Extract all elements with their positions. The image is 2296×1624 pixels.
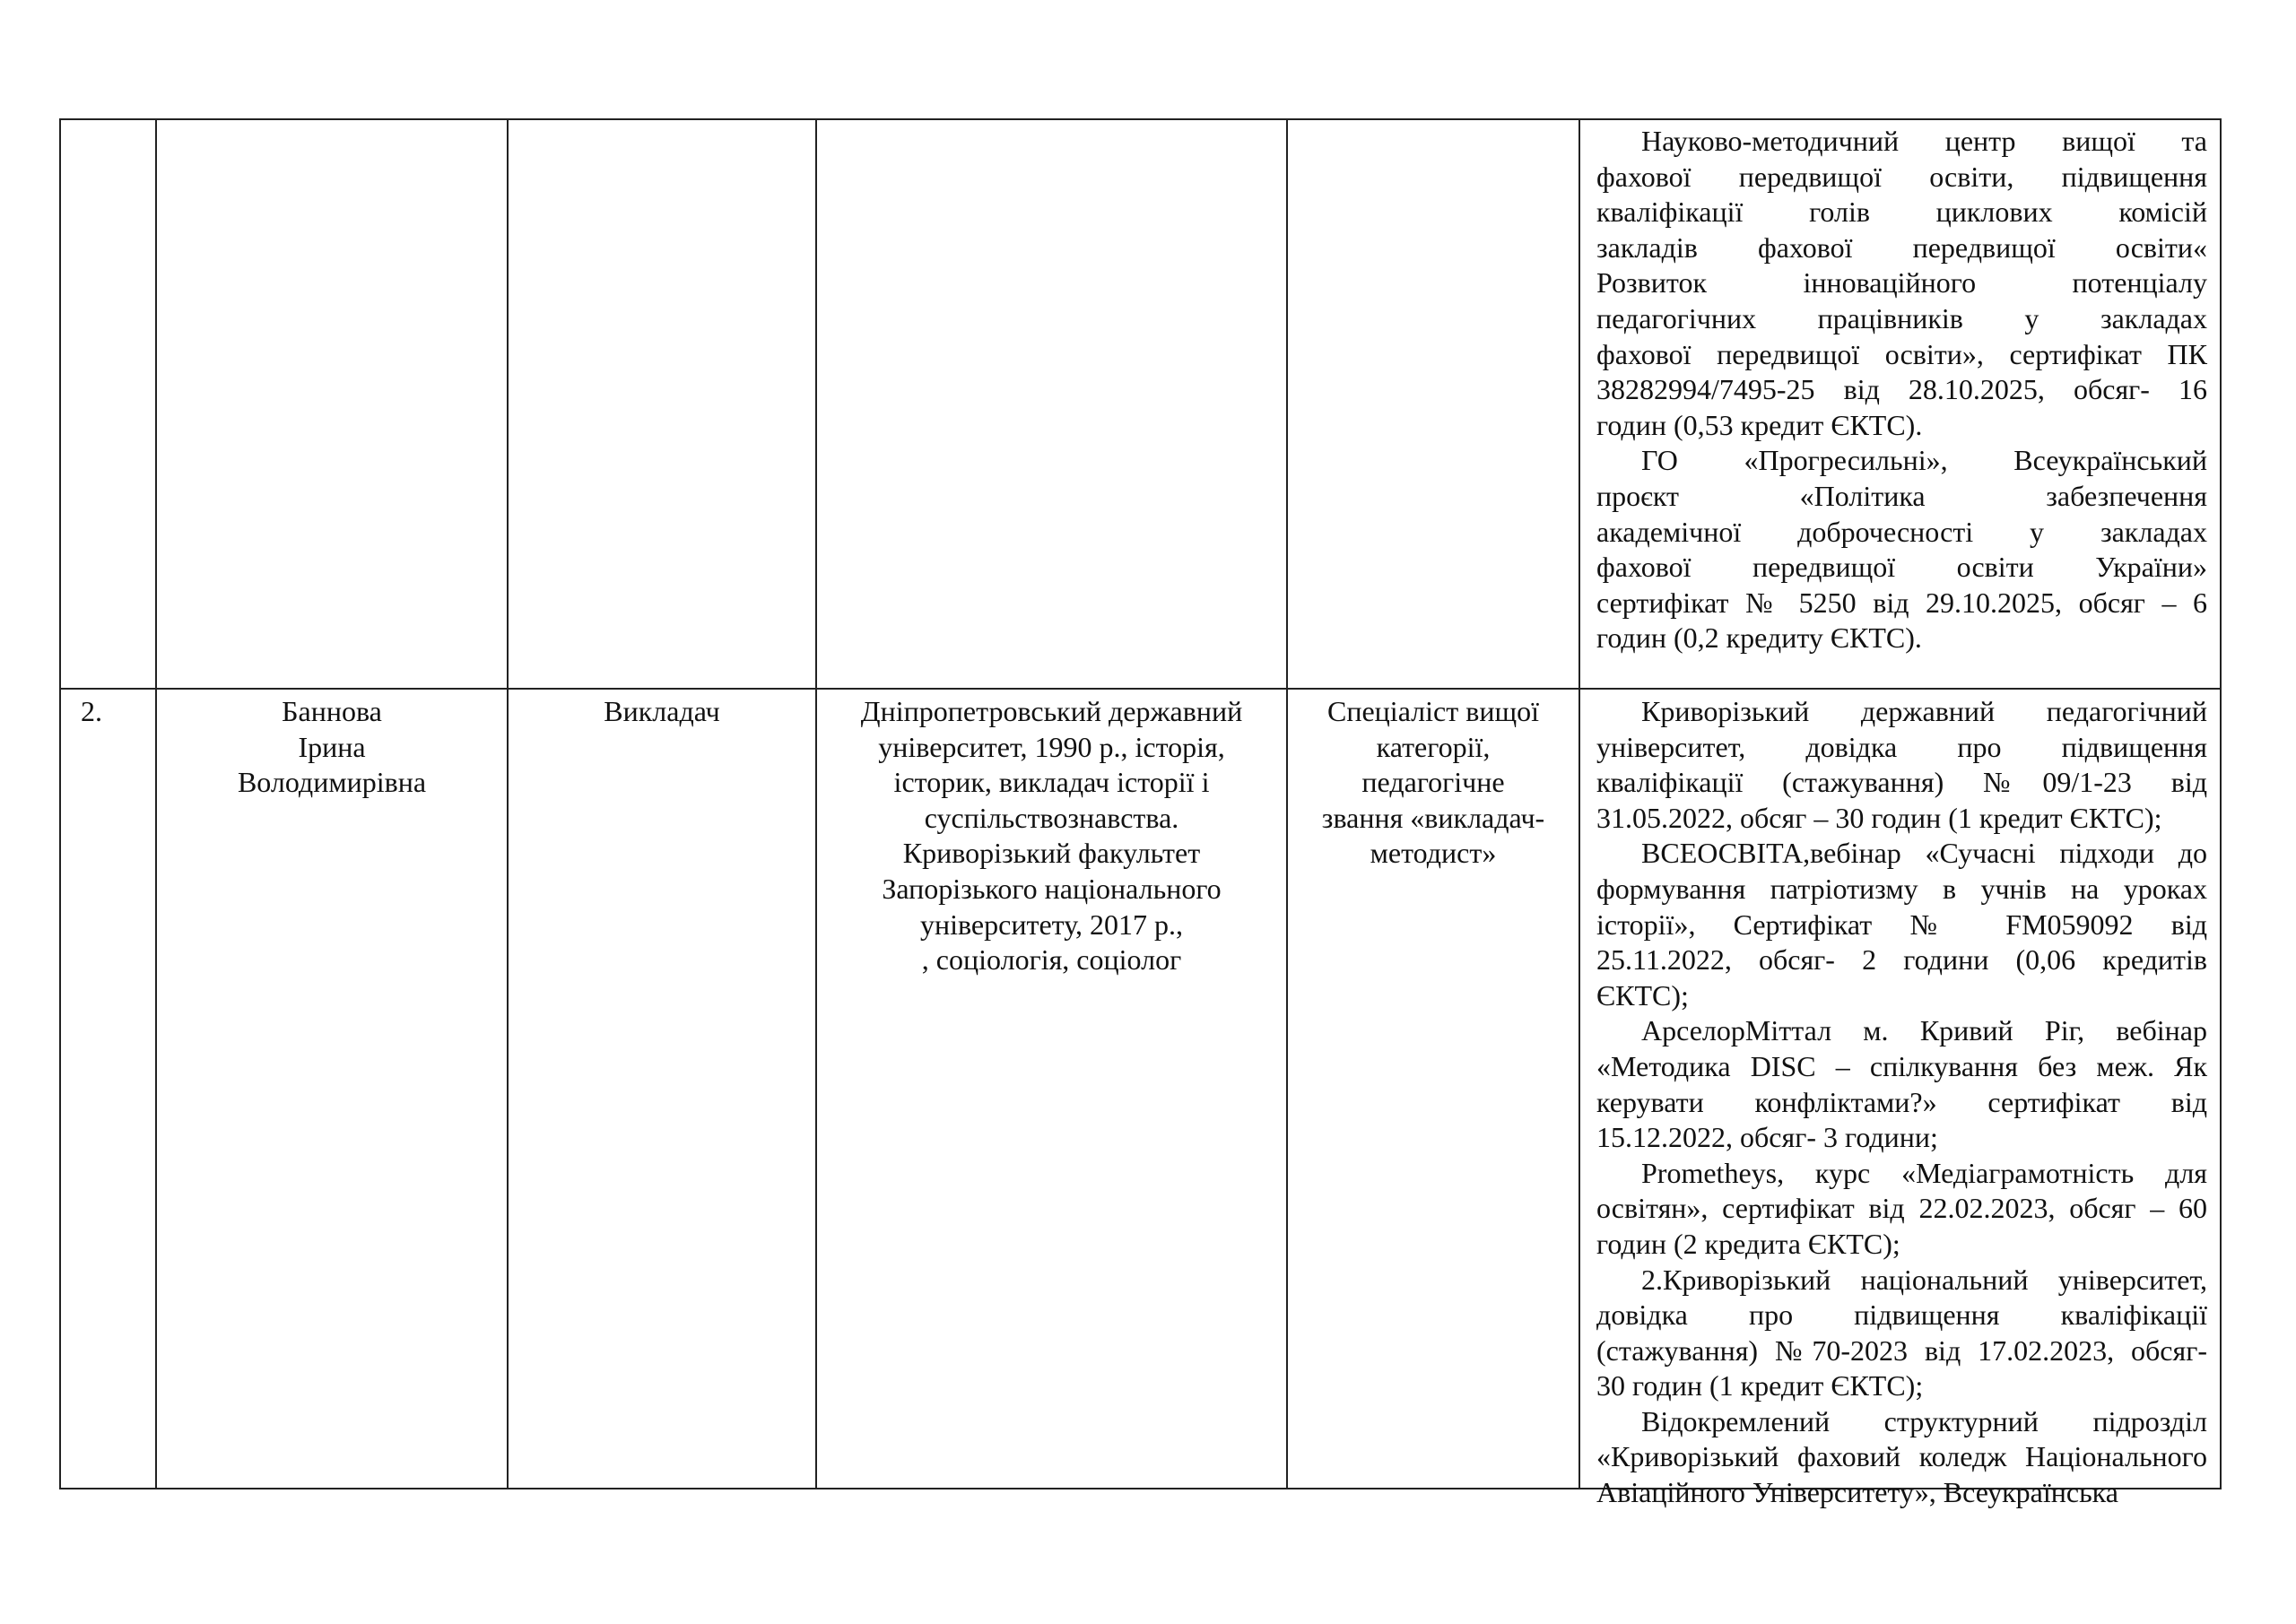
training-paragraph: 2.Криворізький національний університет,… [1596,1263,2207,1404]
text-line: педагогічне [1361,766,1505,799]
text-line: Викладач [604,695,720,727]
text-line: сертифікат № 5250 від 29.10.2025, обсяг … [1596,586,2207,619]
text-line: 25.11.2022, обсяг- 2 години (0,06 кредит… [1596,943,2207,977]
text-line: звання «викладач- [1321,801,1545,834]
text-line: 15.12.2022, обсяг- 3 години; [1596,1121,1938,1154]
row-2-position-cell: Викладач [509,694,815,730]
text-line: кваліфікації (стажування) №09/1-23 від [1596,766,2207,799]
text-line: суспільствознавства. [924,801,1179,834]
row-2-name-cell: Баннова Ірина Володимирівна [157,694,507,801]
text-line: Науково-методичний центр вищої та [1641,125,2207,157]
text-line: довідка про підвищення кваліфікації [1596,1298,2207,1332]
text-line: академічної доброчесності у закладах [1596,515,2207,548]
text-line: (стажування) №70-2023 від 17.02.2023, об… [1596,1333,2207,1367]
text-line: ВСЕОСВІТА,вебінар «Сучасні підходи до [1641,837,2207,870]
text-line: «Методика DISC – спілкування без меж. Як [1596,1049,2207,1082]
text-line: формування патріотизму в учнів на уроках [1596,872,2207,905]
text-line: ЄКТС); [1596,978,1689,1012]
text-line: історії», Сертифікат № FM059092 від [1596,908,2207,941]
column-divider [815,120,817,1488]
row-1-training-cell: Науково-методичний центр вищої та фахової… [1580,124,2222,656]
training-paragraph: Науково-методичний центр вищої та фахової… [1596,124,2207,443]
training-paragraph: ВСЕОСВІТА,вебінар «Сучасні підходи до фор… [1596,836,2207,1013]
text-line: кваліфікації голів циклових комісій [1596,195,2207,229]
text-line: керувати конфліктами?» сертифікат від [1596,1085,2207,1118]
text-line: «Криворізький фаховий коледж Національно… [1596,1440,2207,1473]
text-line: закладів фахової передвищої освіти« [1596,230,2207,264]
training-paragraph: ГО «Прогресильні», Всеукраїнський проєкт … [1596,443,2207,656]
text-line: годин (0,2 кредиту ЄКТС). [1596,621,1922,655]
text-line: Відокремлений структурний підрозділ [1641,1404,2207,1437]
text-line: Ірина [298,730,366,763]
text-line: Баннова [282,695,382,727]
text-line: Спеціаліст вищої [1327,695,1539,727]
text-line: Розвиток інноваційного потенціалу [1596,266,2207,300]
text-line: університет, 1990 р., історія, [878,730,1225,763]
text-line: освітян», сертифікат від 22.02.2023, обс… [1596,1192,2207,1225]
text-line: фахової передвищої освіти України» [1596,551,2207,584]
text-line: університету, 2017 р., [919,908,1183,941]
training-paragraph: Криворізький державний педагогічний уніве… [1596,694,2207,836]
row-2-category-cell: Спеціаліст вищої категорії, педагогічне зва… [1288,694,1578,872]
text-line: 31.05.2022, обсяг – 30 годин (1 кредит Є… [1596,801,2162,834]
text-line: 38282994/7495-25 від 28.10.2025, обсяг- … [1596,373,2207,406]
text-line: історик, викладач історії і [893,766,1210,799]
text-line: Володимирівна [237,766,427,799]
text-line: 2.Криворізький національний університет, [1641,1263,2207,1296]
column-divider [507,120,509,1488]
training-paragraph: Prometheys, курс «Медіаграмотність для ос… [1596,1156,2207,1263]
staff-table: Науково-методичний центр вищої та фахової… [59,118,2222,1508]
text-line: категорії, [1376,730,1491,763]
text-line: фахової передвищої освіти», сертифікат П… [1596,337,2207,370]
text-line: фахової передвищої освіти, підвищення [1596,160,2207,193]
text-line: АрселорМіттал м. Кривий Ріг, вебінар [1641,1014,2207,1047]
text-line: Криворізький факультет [902,837,1201,870]
row-divider [61,688,2220,690]
column-divider [155,120,157,1488]
text-line: методист» [1370,837,1497,870]
column-divider [1578,120,1580,1488]
text-line: 30 годин (1 кредит ЄКТС); [1596,1369,1924,1403]
text-line: проєкт «Політика забезпечення [1596,479,2207,512]
text-line: , соціологія, соціолог [921,943,1182,977]
text-line: Запорізького національного [882,872,1222,905]
text-line: годин (2 кредита ЄКТС); [1596,1227,1900,1260]
text-line: Дніпропетровський державний [860,695,1243,727]
text-line: Криворізький державний педагогічний [1641,695,2207,727]
text-line: годин (0,53 кредит ЄКТС). [1596,408,1923,441]
row-2-number: 2. [81,695,102,727]
column-divider [1286,120,1288,1488]
training-paragraph: АрселорМіттал м. Кривий Ріг, вебінар «Мет… [1596,1013,2207,1155]
text-line: педагогічних працівників у закладах [1596,301,2207,334]
training-paragraph: Відокремлений структурний підрозділ «Крив… [1596,1404,2207,1511]
text-line: Prometheys, курс «Медіаграмотність для [1641,1156,2207,1189]
text-line: університет, довідка про підвищення [1596,730,2207,763]
text-line: Авіаційного Університету», Всеукраїнська [1596,1476,2118,1509]
row-2-education-cell: Дніпропетровський державний університет, … [817,694,1286,978]
row-2-training-cell: Криворізький державний педагогічний уніве… [1580,694,2222,1511]
text-line: ГО «Прогресильні», Всеукраїнський [1641,444,2207,477]
